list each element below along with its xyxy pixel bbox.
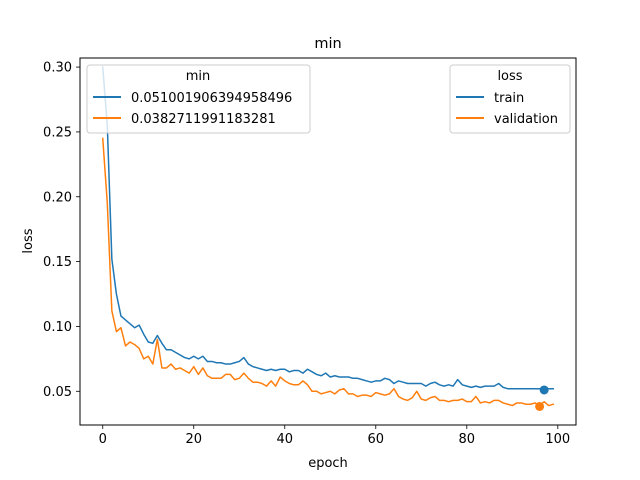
y-tick-label: 0.25 <box>43 125 72 140</box>
y-tick-label: 0.30 <box>43 61 72 76</box>
plot-area <box>101 66 555 411</box>
legend-loss: loss train validation <box>449 64 571 134</box>
y-tick-label: 0.05 <box>43 385 72 400</box>
x-tick-label: 60 <box>368 432 385 447</box>
y-axis: 0.05 0.10 0.15 0.20 0.25 0.30 <box>43 61 80 400</box>
series-line-validation <box>101 137 555 407</box>
legend-min: min 0.051001906394958496 0.0382711991183… <box>86 64 311 134</box>
x-tick-label: 100 <box>545 432 570 447</box>
x-tick-label: 40 <box>276 432 293 447</box>
legend-loss-entry-train: train <box>494 91 524 106</box>
y-axis-label: loss <box>21 228 36 253</box>
x-axis-label: epoch <box>308 456 348 471</box>
x-axis: 0 20 40 60 80 100 <box>99 425 570 447</box>
legend-min-entry-train: 0.051001906394958496 <box>131 91 292 106</box>
legend-min-box <box>86 64 311 134</box>
y-tick-label: 0.10 <box>43 320 72 335</box>
x-tick-label: 80 <box>459 432 476 447</box>
legend-loss-entry-validation: validation <box>494 112 558 127</box>
series-line-train <box>101 66 554 390</box>
x-tick-label: 0 <box>99 432 107 447</box>
y-tick-label: 0.15 <box>43 255 72 270</box>
legend-loss-title: loss <box>497 69 522 84</box>
legend-min-title: min <box>186 69 211 84</box>
marker-layer <box>535 385 549 411</box>
legend-loss-box <box>449 64 571 134</box>
y-tick-label: 0.20 <box>43 190 72 205</box>
series-layer <box>101 66 555 407</box>
chart-title: min <box>314 36 341 52</box>
legend-min-entry-validation: 0.0382711991183281 <box>131 112 276 127</box>
min-marker-validation <box>535 401 545 411</box>
min-marker-train <box>539 385 549 395</box>
x-tick-label: 20 <box>185 432 202 447</box>
plot-frame <box>79 57 577 426</box>
